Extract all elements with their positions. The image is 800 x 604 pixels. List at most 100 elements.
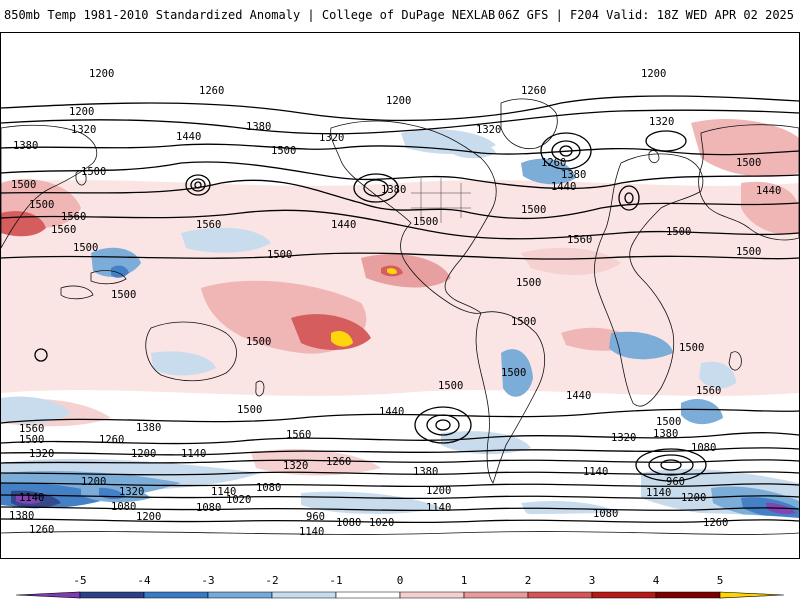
contour-label: 1260 <box>199 85 224 97</box>
colorbar-svg: -5 -4 -3 -2 -1 0 1 2 3 4 5 <box>15 574 785 599</box>
colorbar-tick-label: 0 <box>397 574 404 587</box>
contour-label: 1200 <box>131 448 156 460</box>
map-title: 850mb Temp 1981-2010 Standardized Anomal… <box>4 8 496 22</box>
contour-label: 1440 <box>566 390 591 402</box>
contour-label: 1440 <box>756 185 781 197</box>
contour-label: 1500 <box>656 416 681 428</box>
contour-label: 1380 <box>381 184 406 196</box>
colorbar-ticks: -5 -4 -3 -2 -1 0 1 2 3 4 5 <box>73 574 723 587</box>
contour-label: 1140 <box>19 492 44 504</box>
contour-label: 1500 <box>81 166 106 178</box>
colorbar-tick-label: -5 <box>73 574 86 587</box>
contour-label: 1380 <box>561 169 586 181</box>
contour-label: 1200 <box>641 68 666 80</box>
colorbar-segment <box>207 591 273 599</box>
colorbar-segment <box>655 591 721 599</box>
contour-label: 1560 <box>51 224 76 236</box>
contour-label: 1320 <box>319 132 344 144</box>
contour-label: 1500 <box>73 242 98 254</box>
contour-label: 1200 <box>136 511 161 523</box>
contour-label: 1140 <box>211 486 236 498</box>
contour-label: 1500 <box>246 336 271 348</box>
colorbar-segment <box>719 591 785 599</box>
contour-label: 1200 <box>89 68 114 80</box>
contour-label: 1200 <box>386 95 411 107</box>
contour-label: 1080 <box>691 442 716 454</box>
contour-label: 1440 <box>379 406 404 418</box>
model-run-info: 06Z GFS | F204 Valid: 18Z WED APR 02 202… <box>497 8 794 22</box>
anomaly-map-canvas: 1200 1260 1200 1380 1320 1500 1440 1380 … <box>1 68 799 558</box>
contour-label: 1320 <box>649 116 674 128</box>
contour-label: 1380 <box>13 140 38 152</box>
contour-label: 1080 <box>593 508 618 520</box>
contour-label: 1200 <box>81 476 106 488</box>
contour-label: 1260 <box>326 456 351 468</box>
colorbar-segment <box>271 591 337 599</box>
contour-label: 1380 <box>246 121 271 133</box>
colorbar-tick-label: -3 <box>201 574 214 587</box>
contour-label: 1080 <box>336 517 361 529</box>
contour-label: 1500 <box>19 434 44 446</box>
contour-label: 1260 <box>99 434 124 446</box>
contour-label: 1380 <box>9 510 34 522</box>
contour-label: 1500 <box>438 380 463 392</box>
contour-label: 1260 <box>521 85 546 97</box>
contour-label: 1260 <box>541 157 566 169</box>
contour-label: 1200 <box>69 106 94 118</box>
contour-labels: 1200 1260 1200 1380 1320 1500 1440 1380 … <box>9 68 781 538</box>
map-header: 850mb Temp 1981-2010 Standardized Anomal… <box>0 0 800 30</box>
colorbar-segment <box>399 591 465 599</box>
contour-label: 1320 <box>283 460 308 472</box>
contour-label: 1140 <box>583 466 608 478</box>
contour-label: 1500 <box>237 404 262 416</box>
colorbar-tick-label: -2 <box>265 574 278 587</box>
contour-label: 1200 <box>426 485 451 497</box>
contour-label: 1500 <box>413 216 438 228</box>
contour-label: 1500 <box>511 316 536 328</box>
colorbar-tick-label: 3 <box>589 574 596 587</box>
contour-label: 1260 <box>29 524 54 536</box>
contour-label: 1140 <box>426 502 451 514</box>
contour-label: 1080 <box>111 501 136 513</box>
height-contours <box>1 95 799 524</box>
contour-label: 1560 <box>61 211 86 223</box>
contour-label: 1140 <box>299 526 324 538</box>
anomaly-map: 1200 1260 1200 1380 1320 1500 1440 1380 … <box>0 32 800 559</box>
contour-label: 1200 <box>681 492 706 504</box>
colorbar-tick-label: 2 <box>525 574 532 587</box>
contour-label: 1500 <box>11 179 36 191</box>
colorbar-segment <box>79 591 145 599</box>
contour-label: 1500 <box>501 367 526 379</box>
colorbar-tick-label: 5 <box>717 574 724 587</box>
contour-label: 1020 <box>226 494 251 506</box>
colorbar-segment <box>591 591 657 599</box>
contour-label: 1560 <box>196 219 221 231</box>
contour-label: 1500 <box>736 157 761 169</box>
contour-label: 1440 <box>331 219 356 231</box>
contour-label: 1020 <box>369 517 394 529</box>
contour-label: 1500 <box>736 246 761 258</box>
contour-label: 1500 <box>679 342 704 354</box>
colorbar-segment <box>143 591 209 599</box>
contour-label: 1380 <box>413 466 438 478</box>
colorbar: -5 -4 -3 -2 -1 0 1 2 3 4 5 <box>0 568 800 600</box>
contour-label: 1440 <box>551 181 576 193</box>
contour-label: 1500 <box>271 145 296 157</box>
contour-label: 1320 <box>119 486 144 498</box>
contour-label: 960 <box>306 511 325 523</box>
contour-label: 1320 <box>29 448 54 460</box>
contour-label: 1380 <box>136 422 161 434</box>
contour-label: 1500 <box>516 277 541 289</box>
contour-label: 1140 <box>646 487 671 499</box>
colorbar-bar <box>15 591 785 599</box>
contour-label: 1260 <box>703 517 728 529</box>
contour-label: 1560 <box>19 423 44 435</box>
colorbar-tick-label: 4 <box>653 574 660 587</box>
colorbar-segment <box>15 591 81 599</box>
colorbar-segment <box>527 591 593 599</box>
contour-label: 1500 <box>666 226 691 238</box>
contour-label: 1380 <box>653 428 678 440</box>
contour-label: 1140 <box>181 448 206 460</box>
contour-label: 1500 <box>29 199 54 211</box>
contour-label: 1560 <box>567 234 592 246</box>
